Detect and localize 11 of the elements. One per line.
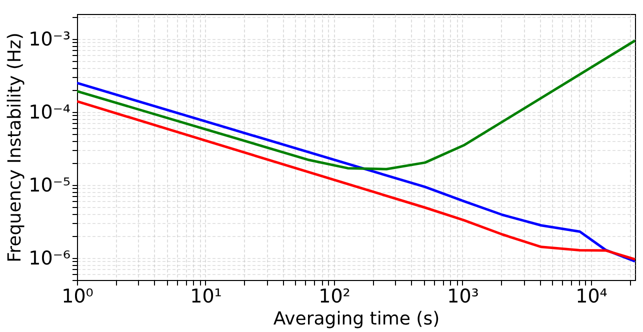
x-tick-label: 10¹ (190, 286, 222, 308)
y-tick-label: 10⁻⁵ (28, 174, 70, 197)
x-tick-label: 10² (318, 286, 350, 308)
x-tick-label: 10⁰ (62, 286, 94, 308)
x-tick-label: 10³ (447, 286, 479, 308)
x-axis-title: Averaging time (s) (273, 308, 440, 330)
y-axis-title: Frequency Instability (Hz) (4, 32, 26, 262)
x-tick-label: 10⁴ (576, 286, 608, 308)
y-tick-label: 10⁻³ (28, 28, 70, 50)
y-tick-label: 10⁻⁶ (28, 248, 70, 270)
y-tick-label: 10⁻⁴ (28, 102, 71, 124)
